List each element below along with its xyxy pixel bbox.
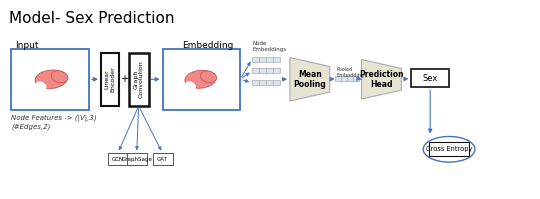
Bar (411, 69, 449, 87)
Ellipse shape (423, 137, 475, 162)
Bar (101, 53, 119, 106)
Text: Input: Input (15, 41, 39, 50)
Text: Prediction
Head: Prediction Head (359, 70, 404, 89)
Text: Pooled
Embedding: Pooled Embedding (336, 67, 365, 78)
Bar (11, 49, 89, 110)
Bar (266, 57, 273, 61)
Text: Graph
Convolution: Graph Convolution (133, 60, 144, 98)
Bar (252, 80, 259, 85)
Bar (259, 68, 266, 73)
Bar (259, 57, 266, 61)
Bar (266, 80, 273, 85)
Polygon shape (361, 60, 401, 99)
Text: Node Features -> (|V|,3): Node Features -> (|V|,3) (11, 115, 97, 122)
Text: Mean
Pooling: Mean Pooling (293, 70, 326, 89)
Ellipse shape (185, 70, 216, 88)
Ellipse shape (36, 81, 46, 91)
Bar (252, 57, 259, 61)
Ellipse shape (51, 71, 68, 83)
Text: +: + (120, 74, 128, 84)
Text: Embedding: Embedding (183, 41, 234, 50)
Bar (153, 153, 172, 165)
Bar (347, 76, 353, 81)
Ellipse shape (35, 70, 67, 89)
Bar (273, 68, 280, 73)
Text: GAT: GAT (157, 157, 168, 162)
Ellipse shape (200, 71, 217, 83)
Bar (353, 76, 359, 81)
Text: (#Edges,2): (#Edges,2) (11, 124, 51, 130)
Polygon shape (290, 58, 330, 101)
Bar (266, 68, 273, 73)
Bar (163, 49, 240, 110)
Bar (127, 153, 147, 165)
Text: Cross Entropy: Cross Entropy (426, 146, 472, 152)
Text: GCN: GCN (112, 157, 124, 162)
Bar (429, 142, 469, 156)
Bar (273, 57, 280, 61)
Bar (259, 80, 266, 85)
Bar (273, 80, 280, 85)
Text: GraphSage: GraphSage (122, 157, 152, 162)
Bar (129, 53, 148, 106)
Ellipse shape (185, 81, 196, 90)
Bar (252, 68, 259, 73)
Bar (108, 153, 128, 165)
Text: Sex: Sex (422, 74, 438, 83)
Bar (341, 76, 347, 81)
Text: Node
Embeddings: Node Embeddings (252, 41, 286, 52)
Text: Model- Sex Prediction: Model- Sex Prediction (9, 11, 175, 26)
Bar (335, 76, 341, 81)
Text: Linear
Encoder: Linear Encoder (104, 66, 115, 92)
